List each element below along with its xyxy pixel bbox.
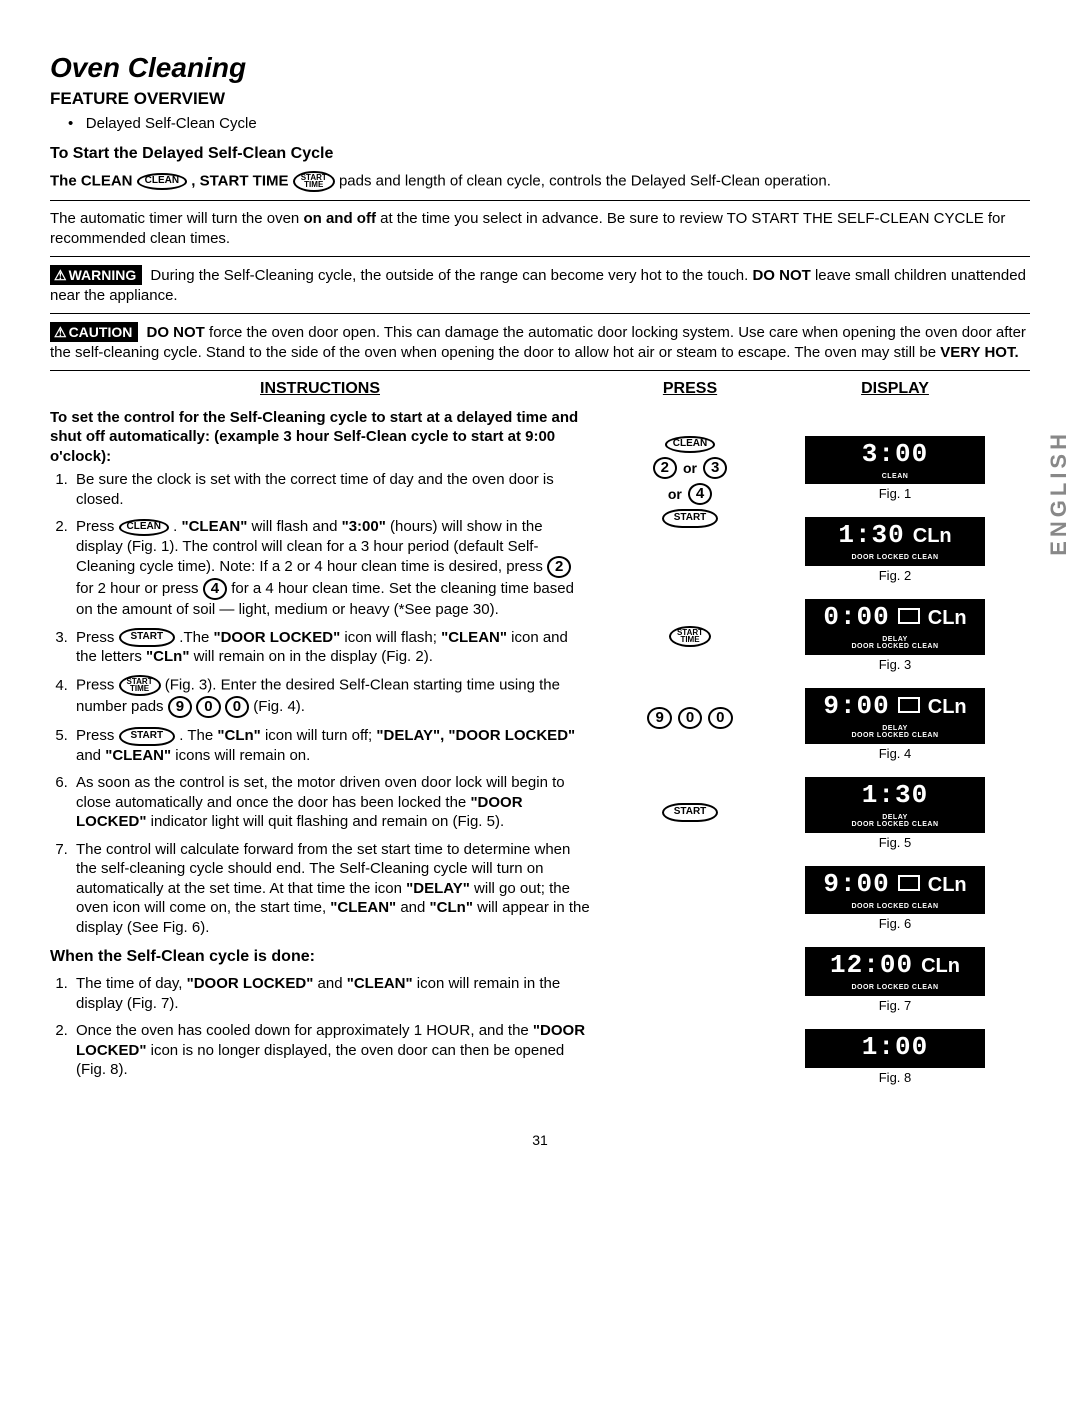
fig-5-caption: Fig. 5 [790, 835, 1000, 852]
divider [50, 256, 1030, 257]
step-2: Press CLEAN . "CLEAN" will flash and "3:… [72, 517, 590, 620]
display-fig-6: 9:00CLn DOOR LOCKED CLEAN [805, 866, 985, 914]
or-text: or [668, 485, 682, 503]
intro-line-2: The automatic timer will turn the oven o… [50, 209, 1030, 248]
display-fig-4: 9:00CLn DELAYDOOR LOCKED CLEAN [805, 688, 985, 744]
display-fig-2: 1:30CLn DOOR LOCKED CLEAN [805, 517, 985, 565]
start-pad-icon: START [119, 727, 176, 746]
num-3-pad-icon: 3 [703, 457, 727, 479]
divider [50, 313, 1030, 314]
num-2-pad-icon: 2 [547, 556, 571, 578]
side-language-tab: ENGLISH [1045, 430, 1074, 556]
display-fig-8: 1:00 [805, 1029, 985, 1069]
fig-2-caption: Fig. 2 [790, 568, 1000, 585]
num-0-pad-icon: 0 [708, 707, 732, 729]
warning-label: ⚠WARNING [50, 265, 142, 285]
start-pad-icon: START [119, 628, 176, 647]
steps-intro: To set the control for the Self-Cleaning… [50, 408, 590, 467]
section-start-delayed-heading: To Start the Delayed Self-Clean Cycle [50, 144, 1030, 165]
num-9-pad-icon: 9 [647, 707, 671, 729]
fig-4-caption: Fig. 4 [790, 746, 1000, 763]
num-0-pad-icon: 0 [678, 707, 702, 729]
divider [50, 370, 1030, 371]
step-4: Press STARTTIME (Fig. 3). Enter the desi… [72, 675, 590, 718]
bullet-delayed-self-clean: • Delayed Self-Clean Cycle [68, 114, 1030, 134]
start-time-pad-icon: STARTTIME [293, 171, 335, 192]
page-title: Oven Cleaning [50, 50, 1030, 86]
feature-overview-heading: FEATURE OVERVIEW [50, 88, 1030, 110]
done-step-1: The time of day, "DOOR LOCKED" and "CLEA… [72, 974, 590, 1013]
fig-3-caption: Fig. 3 [790, 657, 1000, 674]
or-text: or [683, 459, 697, 477]
done-steps: The time of day, "DOOR LOCKED" and "CLEA… [72, 974, 590, 1080]
fig-1-caption: Fig. 1 [790, 486, 1000, 503]
fig-7-caption: Fig. 7 [790, 998, 1000, 1015]
clean-pad-icon: CLEAN [137, 173, 187, 190]
page-number: 31 [50, 1131, 1030, 1149]
divider [50, 200, 1030, 201]
display-col-head: DISPLAY [790, 379, 1000, 400]
num-9-pad-icon: 9 [168, 696, 192, 718]
fig-8-caption: Fig. 8 [790, 1070, 1000, 1087]
step-6: As soon as the control is set, the motor… [72, 773, 590, 832]
instructions-col-head: INSTRUCTIONS [50, 379, 590, 400]
step-1: Be sure the clock is set with the correc… [72, 470, 590, 509]
instruction-steps: Be sure the clock is set with the correc… [72, 470, 590, 937]
step-3: Press START .The "DOOR LOCKED" icon will… [72, 628, 590, 667]
start-pad-icon: START [662, 509, 719, 528]
num-0-pad-icon: 0 [225, 696, 249, 718]
num-4-pad-icon: 4 [203, 578, 227, 600]
warning-block: ⚠WARNING During the Self-Cleaning cycle,… [50, 265, 1030, 305]
press-group-1: CLEAN 2 or 3 or 4 START [610, 436, 770, 528]
press-group-4: START [610, 803, 770, 822]
display-fig-7: 12:00CLn DOOR LOCKED CLEAN [805, 947, 985, 995]
when-done-heading: When the Self-Clean cycle is done: [50, 947, 590, 968]
press-group-2: STARTTIME [610, 626, 770, 647]
press-group-3: 9 0 0 [610, 707, 770, 729]
num-4-pad-icon: 4 [688, 483, 712, 505]
display-fig-5: 1:30 DELAYDOOR LOCKED CLEAN [805, 777, 985, 833]
step-5: Press START . The "CLn" icon will turn o… [72, 726, 590, 765]
display-fig-1: 3:00 CLEAN [805, 436, 985, 484]
start-time-pad-icon: STARTTIME [119, 675, 161, 696]
caution-label: ⚠CAUTION [50, 322, 138, 342]
clean-pad-icon: CLEAN [119, 519, 169, 536]
done-step-2: Once the oven has cooled down for approx… [72, 1021, 590, 1080]
num-0-pad-icon: 0 [196, 696, 220, 718]
step-7: The control will calculate forward from … [72, 840, 590, 938]
clean-pad-icon: CLEAN [665, 436, 715, 453]
start-pad-icon: START [662, 803, 719, 822]
start-time-pad-icon: STARTTIME [669, 626, 711, 647]
fig-6-caption: Fig. 6 [790, 916, 1000, 933]
press-col-head: PRESS [610, 379, 770, 400]
num-2-pad-icon: 2 [653, 457, 677, 479]
caution-block: ⚠CAUTION DO NOT force the oven door open… [50, 322, 1030, 362]
display-fig-3: 0:00CLn DELAYDOOR LOCKED CLEAN [805, 599, 985, 655]
intro-line-1: The CLEAN CLEAN , START TIME STARTTIME p… [50, 171, 1030, 192]
